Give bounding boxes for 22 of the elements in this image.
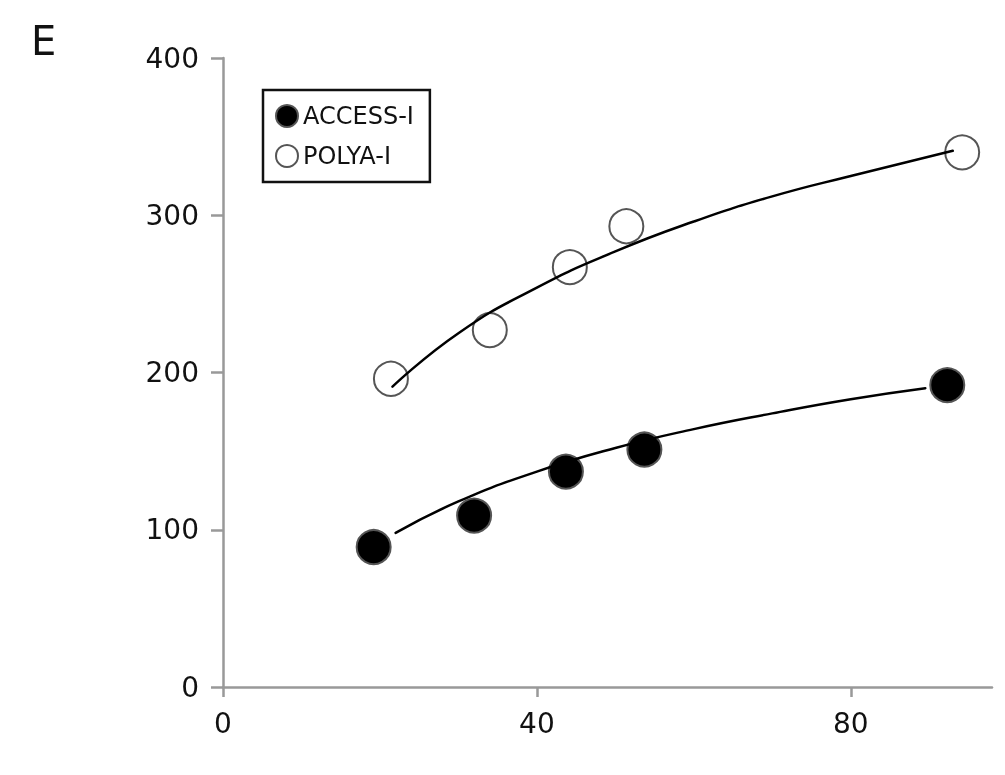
x-tick-label: 80 <box>832 706 869 740</box>
y-tick-label: 100 <box>145 513 199 547</box>
legend-label: POLYA-I <box>303 142 391 170</box>
y-tick-label: 0 <box>181 670 199 704</box>
point <box>547 453 584 490</box>
point <box>551 249 588 286</box>
x-tick-label: 40 <box>519 706 555 740</box>
point <box>929 367 966 404</box>
point <box>456 497 493 534</box>
x-tick-label: 0 <box>214 706 232 740</box>
line-series <box>394 386 927 535</box>
y-tick-label: 200 <box>145 356 199 389</box>
point <box>355 529 392 566</box>
y-tick-label: 300 <box>145 198 199 232</box>
y-tick-label: 400 <box>145 41 199 75</box>
point <box>626 431 663 468</box>
legend-label: ACCESS-I <box>303 102 414 130</box>
chart-title: E <box>31 18 57 64</box>
point <box>471 312 508 349</box>
point <box>944 134 981 171</box>
point <box>372 360 409 397</box>
point <box>608 208 645 245</box>
